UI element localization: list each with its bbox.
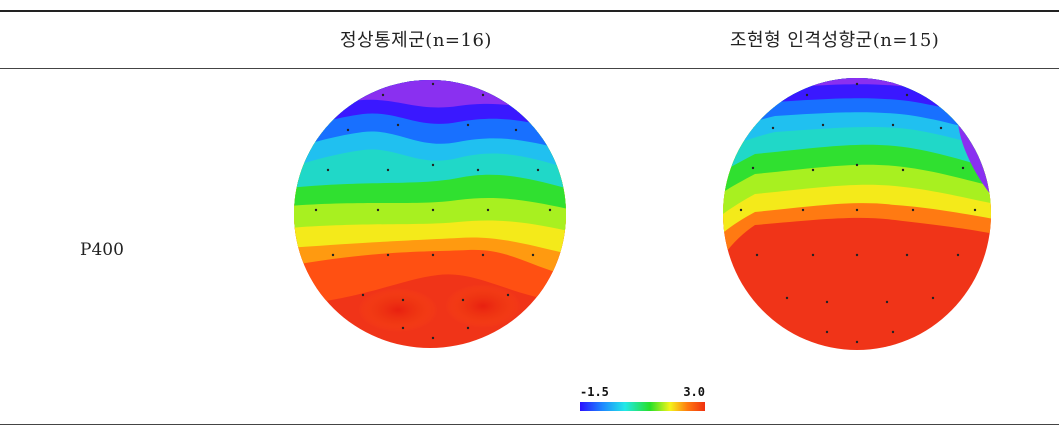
table-bottom-rule (0, 424, 1059, 425)
color-scale: -1.5 3.0 (580, 385, 705, 425)
table-top-rule (0, 10, 1059, 12)
scale-max-label: 3.0 (683, 385, 705, 399)
topomap-control (294, 80, 566, 348)
header-separator-rule (0, 68, 1059, 69)
scale-min-label: -1.5 (580, 385, 609, 399)
color-scale-bar (580, 402, 705, 411)
row-label-p400: P400 (80, 240, 124, 260)
column-header-control: 정상통제군(n=16) (340, 30, 492, 51)
topomap-schizotypal (723, 78, 991, 350)
column-header-schizotypal: 조현형 인격성향군(n=15) (730, 30, 940, 51)
